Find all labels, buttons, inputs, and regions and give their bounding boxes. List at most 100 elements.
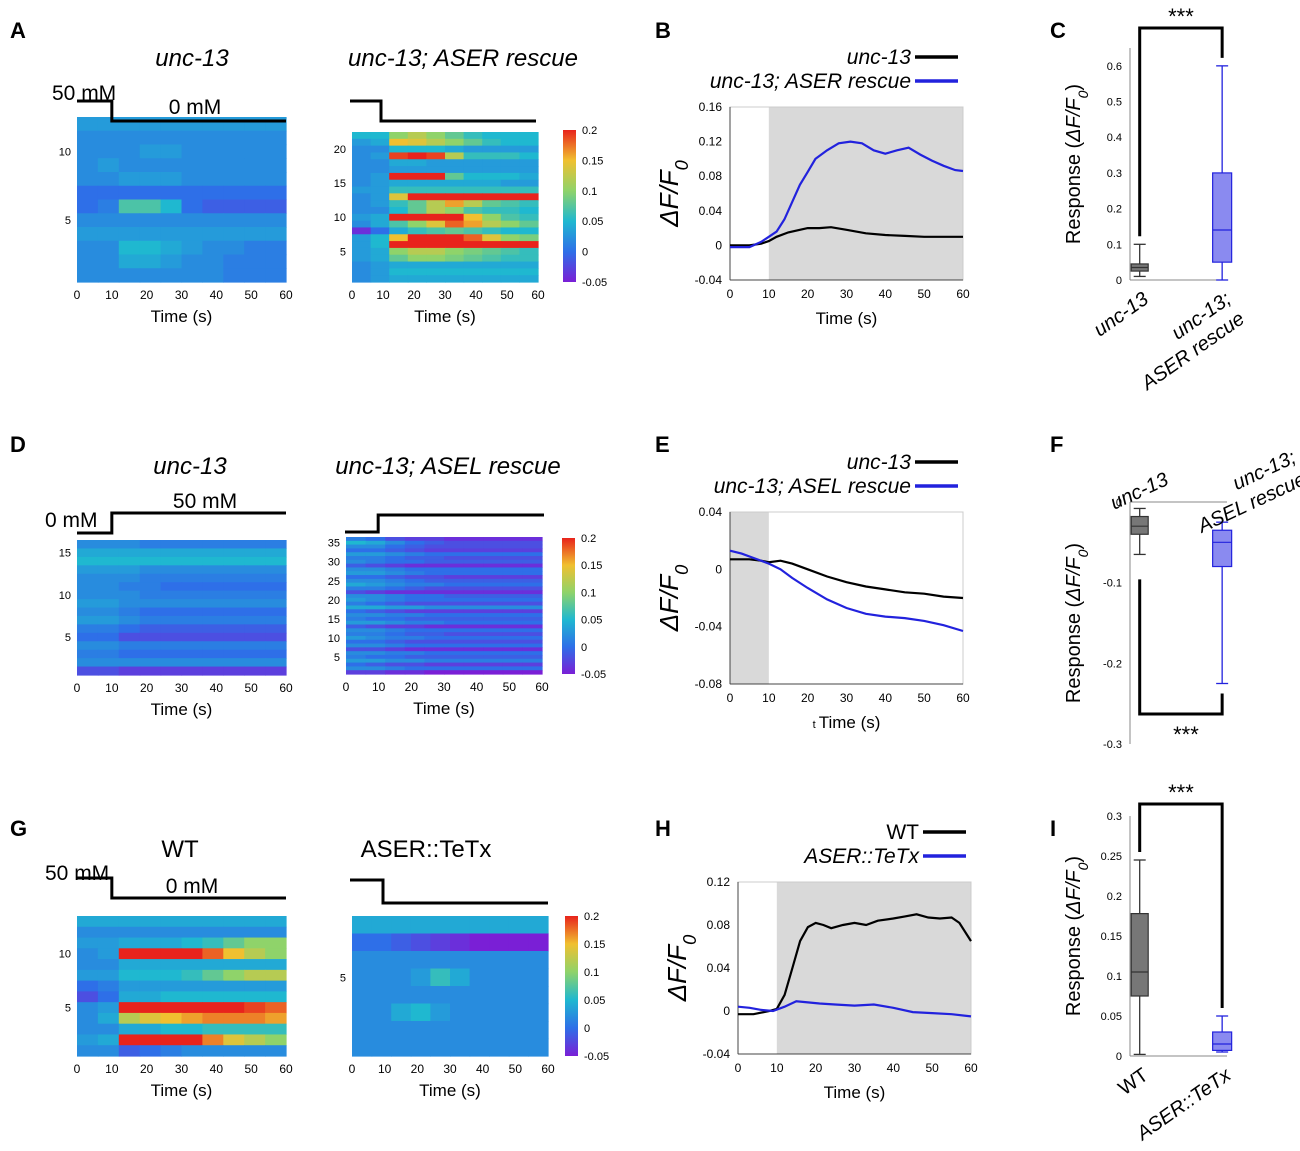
heatmap-cell (352, 200, 372, 208)
box-plot-1: 0 -0.1 -0.2 -0.3 unc-13 unc-13;ASEL rescue Res… (1063, 447, 1300, 751)
heatmap-cell (410, 916, 431, 935)
heatmap-cell (346, 586, 367, 591)
heatmap-cell (469, 968, 490, 987)
heatmap-cell (519, 268, 539, 276)
heatmap-cell (244, 1002, 266, 1014)
heatmap-cell (482, 254, 502, 263)
heatmap-cell (160, 666, 183, 676)
heatmap-cell (244, 117, 266, 132)
heatmap-cell (97, 540, 120, 550)
heatmap-cell (424, 662, 445, 667)
heatmap-cell (346, 609, 367, 614)
heatmap-cell (407, 145, 427, 154)
heatmap-cell (202, 199, 224, 214)
heatmap-cell (181, 582, 203, 592)
significance-stars: *** (1173, 722, 1199, 747)
heatmap-cell (450, 951, 471, 970)
series-line-blue (730, 140, 964, 249)
line-y-label-main: ΔF/F (662, 943, 692, 1003)
heatmap-cell (424, 571, 445, 576)
heatmap-cell (385, 624, 406, 629)
heatmap-cell (407, 179, 427, 188)
heatmap-cell (482, 275, 502, 283)
heatmap-cell (426, 179, 446, 188)
heatmap-cell (445, 247, 465, 256)
heatmap-cell (160, 624, 183, 634)
heatmap-cell (77, 991, 99, 1003)
heatmap-x-tick: 0 (74, 288, 81, 302)
colorbar-gradient (562, 538, 575, 674)
line-y-label-sub: 0 (680, 935, 700, 945)
colorbar-gradient (565, 916, 578, 1056)
heatmap-cell (502, 613, 523, 618)
heatmap-cell (502, 597, 523, 603)
heatmap-cell (371, 1038, 392, 1057)
heatmap-cell (202, 240, 224, 256)
box-category-label: WT (1114, 1064, 1152, 1100)
box-category-line: unc-13 (1107, 469, 1172, 515)
heatmap-cell (118, 144, 141, 159)
heatmap-cell (97, 172, 120, 187)
heatmap-cell (522, 540, 543, 546)
box-iqr (1212, 1031, 1233, 1051)
heatmap-cell (500, 207, 520, 215)
heatmap-cell (404, 567, 425, 572)
line-x-tick: 10 (762, 691, 776, 705)
heatmap-cell (118, 199, 141, 214)
heatmap-cell (118, 641, 141, 651)
heatmap-cell (508, 986, 529, 1005)
heatmap-cell (410, 1021, 431, 1040)
heatmap-cell (77, 948, 99, 960)
heatmap-cell (181, 268, 203, 283)
heatmap-cell (160, 565, 183, 575)
heatmap-cell (352, 234, 372, 242)
heatmap-cell (502, 616, 523, 622)
heatmap-cell (352, 268, 372, 276)
panel-label-b: B (655, 18, 671, 43)
heatmap-cell (160, 548, 183, 558)
heatmap-cell (265, 1023, 287, 1036)
heatmap-cell (500, 186, 520, 194)
panel-label-d: D (10, 432, 26, 457)
heatmap-cell (97, 1002, 120, 1014)
heatmap-cell (410, 1003, 431, 1022)
heatmap-cell (424, 643, 445, 648)
heatmap-cell (519, 234, 539, 242)
heatmap-cell (389, 193, 409, 201)
heatmap-cell (424, 670, 445, 675)
heatmap-cell (118, 548, 141, 558)
heatmap-cell (352, 968, 373, 987)
heatmap-cell (482, 227, 502, 235)
heatmap-cell (97, 980, 120, 992)
colorbar-tick: 0.2 (582, 125, 597, 137)
heatmap-cell (181, 641, 203, 651)
heatmap-cell (463, 635, 484, 641)
heatmap-cell (223, 172, 245, 187)
heatmap-cell (77, 980, 99, 992)
heatmap-cell (223, 937, 245, 949)
heatmap-cell (223, 926, 245, 939)
heatmap-cell (528, 986, 549, 1005)
heatmap-cell (424, 597, 445, 603)
heatmap-cell (223, 1002, 245, 1014)
heatmap-cell (77, 1023, 99, 1036)
heatmap-cell (385, 666, 406, 671)
heatmap-cell (483, 654, 504, 660)
box-y-tick: 0.2 (1107, 204, 1122, 216)
heatmap-cell (139, 1023, 162, 1036)
heatmap-cell (244, 268, 266, 283)
heatmap-cell (346, 544, 367, 550)
heatmap-cell (522, 597, 543, 603)
heatmap-cell (482, 200, 502, 208)
heatmap-cell (385, 670, 406, 675)
heatmap-cell (483, 613, 504, 618)
heatmap-cell (352, 254, 372, 263)
panel-label-c: C (1050, 18, 1066, 43)
heatmap-cell (139, 117, 162, 132)
heatmap-x-tick: 50 (509, 1062, 523, 1076)
heatmap-cell (160, 254, 183, 269)
heatmap-cell (223, 573, 245, 583)
heatmap-cell (519, 227, 539, 235)
